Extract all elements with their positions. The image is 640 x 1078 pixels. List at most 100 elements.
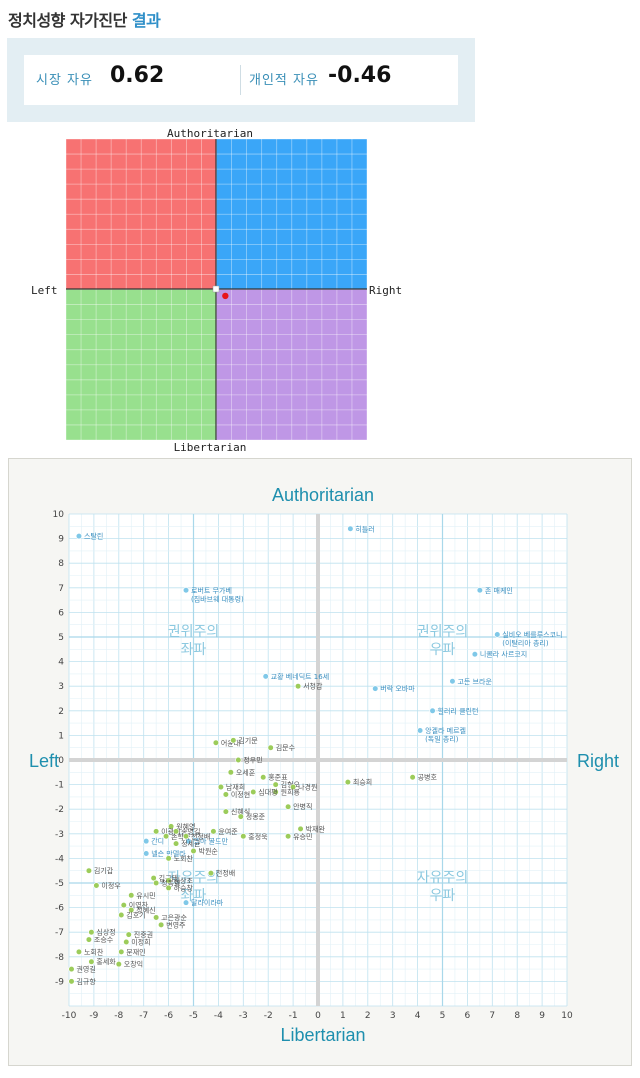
point-label: 나경원 — [298, 783, 317, 792]
data-point — [158, 921, 165, 928]
x-tick-label: -5 — [189, 1011, 198, 1021]
data-point — [344, 779, 351, 786]
data-point — [143, 838, 150, 845]
data-point — [115, 961, 122, 968]
axis-title-bottom: Libertarian — [280, 1025, 365, 1045]
x-tick-label: 7 — [489, 1011, 495, 1021]
score-card: 시장 자유 0.62 개인적 자유 -0.46 — [24, 55, 458, 105]
point-label: 하승창 — [174, 883, 194, 892]
point-label: 정우민 — [243, 756, 262, 765]
x-tick-label: 5 — [440, 1011, 446, 1021]
page-title: 정치성향 자가진단 결과 — [8, 7, 161, 31]
data-point — [250, 788, 257, 796]
point-label: 홍준표 — [268, 773, 288, 782]
point-label: 심상정 — [96, 928, 115, 937]
point-label: 니콜라 사르코지 — [480, 650, 527, 659]
compass-label-left: Left — [31, 284, 58, 297]
data-point — [172, 840, 180, 847]
data-point — [237, 813, 244, 820]
x-tick-label: -3 — [239, 1011, 248, 1021]
y-tick-label: 5 — [58, 633, 64, 643]
data-point — [290, 783, 297, 791]
point-label: 김문수 — [276, 744, 296, 752]
point-label: 이정희 — [131, 938, 150, 947]
data-point — [93, 882, 100, 889]
point-label: 원혜영 — [176, 822, 195, 831]
data-point — [75, 948, 83, 955]
point-label: 진중권 — [134, 930, 153, 939]
data-point — [118, 911, 125, 919]
data-point — [165, 855, 172, 862]
data-point — [182, 587, 190, 594]
x-tick-label: 1 — [340, 1011, 346, 1021]
point-label: 김규항 — [76, 977, 96, 986]
point-label: 이광재 — [161, 827, 180, 836]
data-point — [172, 828, 180, 835]
point-label: 박원순 — [199, 847, 219, 856]
y-tick-label: -5 — [55, 879, 64, 889]
market-freedom-label: 시장 자유 — [36, 73, 93, 88]
x-tick-label: 10 — [561, 1011, 573, 1021]
quadrant-libertarian-left — [66, 289, 216, 440]
point-label: 정동영 — [161, 879, 180, 888]
point-label: 오세훈 — [236, 768, 256, 777]
x-tick-label: 9 — [539, 1011, 545, 1021]
y-tick-label: 7 — [58, 584, 64, 594]
compass-label-right: Right — [369, 284, 402, 297]
data-point — [416, 727, 424, 734]
y-tick-label: -4 — [55, 854, 64, 864]
point-label: 신혜식 — [231, 807, 250, 816]
data-point — [85, 867, 93, 874]
point-label: 안병직 — [293, 802, 312, 811]
user-position-marker — [222, 292, 229, 300]
data-point — [285, 803, 292, 810]
point-label: 송영길 — [181, 827, 200, 836]
axis-title-top: Authoritarian — [272, 485, 374, 505]
point-label: 홍세화 — [96, 957, 116, 966]
data-point — [123, 938, 130, 946]
data-point — [262, 673, 269, 680]
axis-title-right: Right — [577, 751, 619, 771]
data-point — [150, 874, 157, 882]
point-label: 넬슨 만델라 — [151, 849, 186, 858]
data-point — [182, 899, 190, 906]
data-point — [212, 739, 220, 746]
quadrant-label-line2: 좌파 — [181, 642, 207, 658]
point-label: 심대평 — [258, 787, 277, 796]
data-point — [222, 808, 229, 815]
quadrant-label-line1: 자유주의 — [168, 870, 220, 886]
data-point — [272, 781, 279, 788]
point-label: 실비오 베를루스코니 — [502, 630, 562, 639]
chart-ticks: -10 -9 -8 -7 -6 -5 -4 -3 -2 -1 0 1 2 3 4 5 6 7 8 9 101098765… — [53, 510, 573, 1021]
point-label: 김기문 — [238, 736, 258, 745]
quadrant-label-line2: 우파 — [430, 888, 456, 904]
point-label: 남재희 — [226, 783, 245, 792]
point-label: 변영주 — [166, 920, 186, 929]
data-point — [182, 833, 190, 840]
score-panel: 시장 자유 0.62 개인적 자유 -0.46 — [7, 38, 475, 122]
point-label: 고은광순 — [161, 914, 187, 922]
y-tick-label: -9 — [55, 977, 64, 987]
point-label: 김호기 — [126, 910, 145, 919]
point-label: 홍정욱 — [248, 832, 268, 841]
y-tick-label: 1 — [58, 731, 64, 741]
politicians-scatter-chart: Authoritarian Libertarian Left Right -10… — [29, 485, 619, 1045]
data-point — [163, 833, 170, 840]
point-label: 윤여준 — [218, 827, 238, 836]
point-label: 이정우 — [101, 881, 121, 890]
x-tick-label: 6 — [465, 1011, 471, 1021]
quadrant-label-line1: 자유주의 — [417, 870, 469, 886]
chart-grid — [68, 513, 568, 1007]
x-tick-label: -9 — [89, 1011, 98, 1021]
data-point — [165, 877, 172, 884]
data-point — [297, 825, 304, 832]
point-label: 교황 베네딕트 16세 — [271, 672, 329, 681]
data-point — [471, 651, 478, 658]
data-point — [207, 870, 215, 877]
x-tick-label: -10 — [62, 1011, 77, 1021]
point-label: 스탈린 — [84, 532, 103, 541]
data-point — [272, 788, 279, 796]
y-tick-label: -7 — [55, 928, 64, 938]
point-label: 천정배 — [191, 832, 210, 841]
